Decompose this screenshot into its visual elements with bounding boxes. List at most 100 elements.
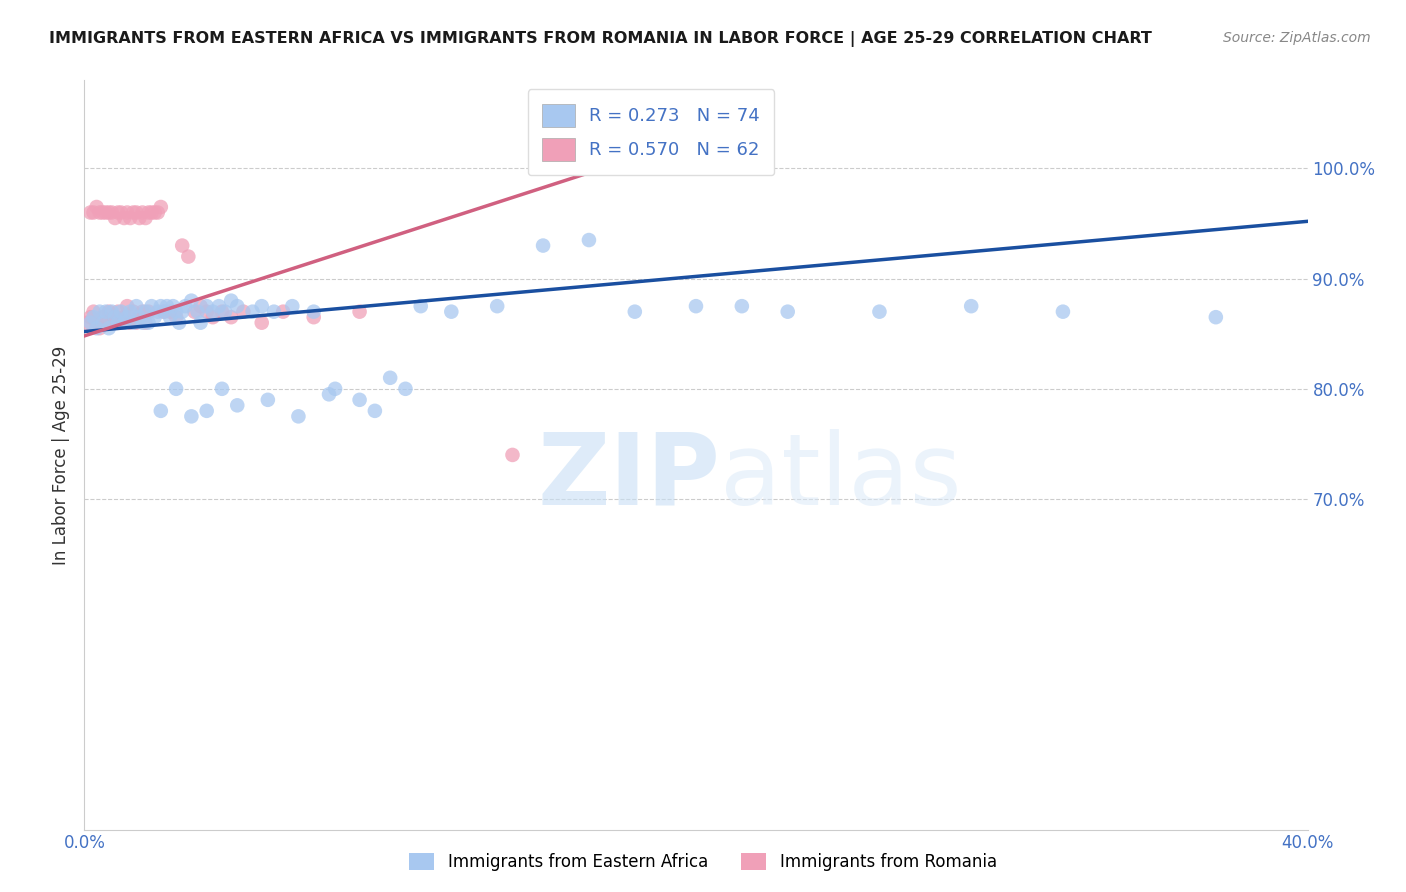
Point (135, 211, 157, 225)
Point (97, 321, 120, 335)
Point (143, 205, 166, 219)
Point (115, 205, 138, 219)
Point (174, 299, 197, 313)
Point (91, 205, 114, 219)
Point (159, 310, 181, 325)
Point (76, 316, 98, 330)
Point (323, 382, 346, 396)
Point (146, 205, 169, 219)
Point (167, 316, 190, 330)
Point (250, 316, 273, 330)
Point (302, 304, 325, 318)
Point (1052, 304, 1074, 318)
Point (104, 310, 127, 325)
Point (138, 304, 160, 318)
Legend: R = 0.273   N = 74, R = 0.570   N = 62: R = 0.273 N = 74, R = 0.570 N = 62 (527, 89, 775, 176)
Point (195, 299, 218, 313)
Point (125, 205, 148, 219)
Point (177, 250, 200, 264)
Point (97, 205, 120, 219)
Point (79, 316, 101, 330)
Point (226, 299, 249, 313)
Point (122, 316, 145, 330)
Point (125, 316, 148, 330)
Point (624, 304, 647, 318)
Point (146, 304, 169, 318)
Point (112, 310, 135, 325)
Point (165, 310, 187, 325)
Point (104, 211, 127, 225)
Legend: Immigrants from Eastern Africa, Immigrants from Romania: Immigrants from Eastern Africa, Immigran… (401, 845, 1005, 880)
Point (91, 310, 114, 325)
Point (156, 299, 179, 313)
Point (172, 304, 194, 318)
Point (141, 205, 163, 219)
Point (685, 299, 707, 313)
Point (232, 304, 254, 318)
Text: atlas: atlas (720, 429, 962, 526)
Point (101, 304, 124, 318)
Point (107, 205, 129, 219)
Point (120, 211, 142, 225)
Point (83, 205, 105, 219)
Point (107, 316, 129, 330)
Point (271, 304, 294, 318)
Point (302, 310, 325, 325)
Point (257, 392, 280, 407)
Point (869, 304, 891, 318)
Point (195, 404, 218, 418)
Point (125, 299, 148, 313)
Point (110, 205, 132, 219)
Point (165, 382, 187, 396)
Point (960, 299, 983, 313)
Point (153, 304, 176, 318)
Point (380, 371, 402, 385)
Point (349, 304, 371, 318)
Point (131, 205, 153, 219)
Point (219, 310, 242, 325)
Point (731, 299, 754, 313)
Point (219, 293, 242, 308)
Point (318, 387, 340, 401)
Point (440, 304, 463, 318)
Point (250, 299, 273, 313)
Point (208, 299, 231, 313)
Point (226, 398, 249, 412)
Point (89, 321, 111, 335)
Point (112, 211, 135, 225)
Point (104, 310, 127, 325)
Point (486, 299, 509, 313)
Point (162, 299, 184, 313)
Point (112, 316, 135, 330)
Point (287, 409, 309, 424)
Point (135, 316, 157, 330)
Point (101, 205, 124, 219)
Point (180, 293, 202, 308)
Point (79, 310, 101, 325)
Point (110, 304, 132, 318)
Point (128, 211, 150, 225)
Point (138, 316, 160, 330)
Point (86, 200, 108, 214)
Point (165, 304, 187, 318)
Y-axis label: In Labor Force | Age 25-29: In Labor Force | Age 25-29 (52, 345, 70, 565)
Point (364, 404, 387, 418)
Point (1205, 310, 1227, 325)
Point (83, 310, 105, 325)
Point (101, 316, 124, 330)
Point (143, 310, 166, 325)
Point (110, 316, 132, 330)
Point (138, 205, 160, 219)
Point (531, 238, 554, 252)
Point (149, 200, 172, 214)
Point (183, 304, 205, 318)
Point (409, 299, 432, 313)
Point (115, 299, 138, 313)
Point (242, 304, 264, 318)
Point (349, 392, 371, 407)
Point (120, 304, 142, 318)
Point (186, 304, 208, 318)
Point (172, 238, 194, 252)
Point (131, 304, 153, 318)
Point (149, 299, 172, 313)
